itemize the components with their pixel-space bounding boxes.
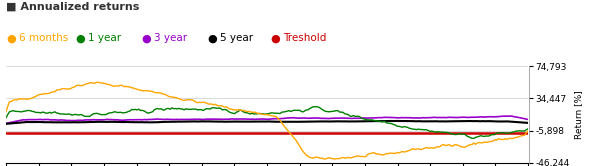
Text: 5 year: 5 year bbox=[220, 33, 253, 43]
Text: 6 months: 6 months bbox=[19, 33, 68, 43]
Text: ●: ● bbox=[141, 33, 151, 43]
Text: ●: ● bbox=[270, 33, 280, 43]
Text: ●: ● bbox=[75, 33, 85, 43]
Text: ●: ● bbox=[6, 33, 16, 43]
Text: 1 year: 1 year bbox=[88, 33, 121, 43]
Text: 3 year: 3 year bbox=[154, 33, 187, 43]
Text: ●: ● bbox=[207, 33, 217, 43]
Text: Treshold: Treshold bbox=[283, 33, 326, 43]
Y-axis label: Return [%]: Return [%] bbox=[574, 90, 583, 139]
Text: ■ Annualized returns: ■ Annualized returns bbox=[6, 2, 139, 12]
